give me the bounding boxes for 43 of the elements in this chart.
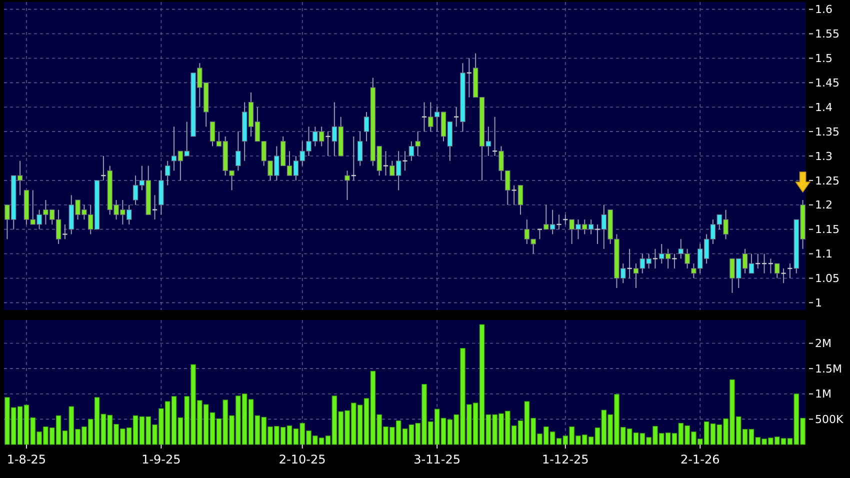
x-tick-label: 2-10-25 [278, 452, 326, 466]
candlestick [780, 268, 786, 284]
y-tick-label: 1.45 [815, 76, 840, 90]
x-tick-label: 3-11-25 [414, 452, 460, 466]
y-tick-label: 1.3 [815, 150, 832, 163]
candlestick [344, 170, 350, 200]
candlestick [402, 150, 408, 172]
y-tick-label: 1.6 [815, 3, 832, 16]
candlestick [511, 184, 517, 206]
y-tick-label: 500K [815, 413, 844, 426]
candlestick [152, 194, 158, 220]
candlestick [357, 131, 363, 166]
candlestick [62, 224, 68, 240]
y-tick-label: 1.4 [815, 100, 832, 114]
candlestick [536, 228, 543, 240]
candlestick [382, 150, 389, 176]
candlestick [594, 224, 600, 244]
y-tick-label: 1.25 [815, 174, 840, 188]
x-tick-label: 1-12-25 [542, 452, 589, 466]
y-tick-label: 1M [815, 388, 832, 401]
y-tick-label: 1.5 [815, 52, 832, 66]
candlestick [556, 214, 562, 230]
candlestick [236, 131, 241, 172]
x-tick-label: 1-8-25 [6, 452, 46, 466]
candlestick [774, 263, 780, 279]
candlestick [325, 131, 331, 156]
candlestick [787, 263, 793, 279]
y-tick-label: 1.2 [815, 198, 832, 212]
y-tick-label: 1.15 [815, 223, 840, 236]
x-tick-label: 2-1-26 [680, 452, 720, 466]
candlestick [652, 248, 658, 269]
candlestick [672, 253, 678, 269]
candlestick [100, 156, 106, 181]
y-tick-label: 1.35 [815, 125, 840, 138]
candlestick [165, 160, 170, 186]
y-tick-label: 1.55 [815, 28, 840, 41]
y-tick-label: 1.1 [815, 248, 832, 261]
x-tick-label: 1-9-25 [142, 452, 181, 466]
y-tick-label: 1.5M [815, 362, 842, 376]
y-tick-label: 1 [815, 296, 822, 310]
y-tick-label: 1.05 [815, 272, 840, 286]
candlestick [518, 184, 524, 216]
y-tick-label: 2M [815, 337, 832, 350]
